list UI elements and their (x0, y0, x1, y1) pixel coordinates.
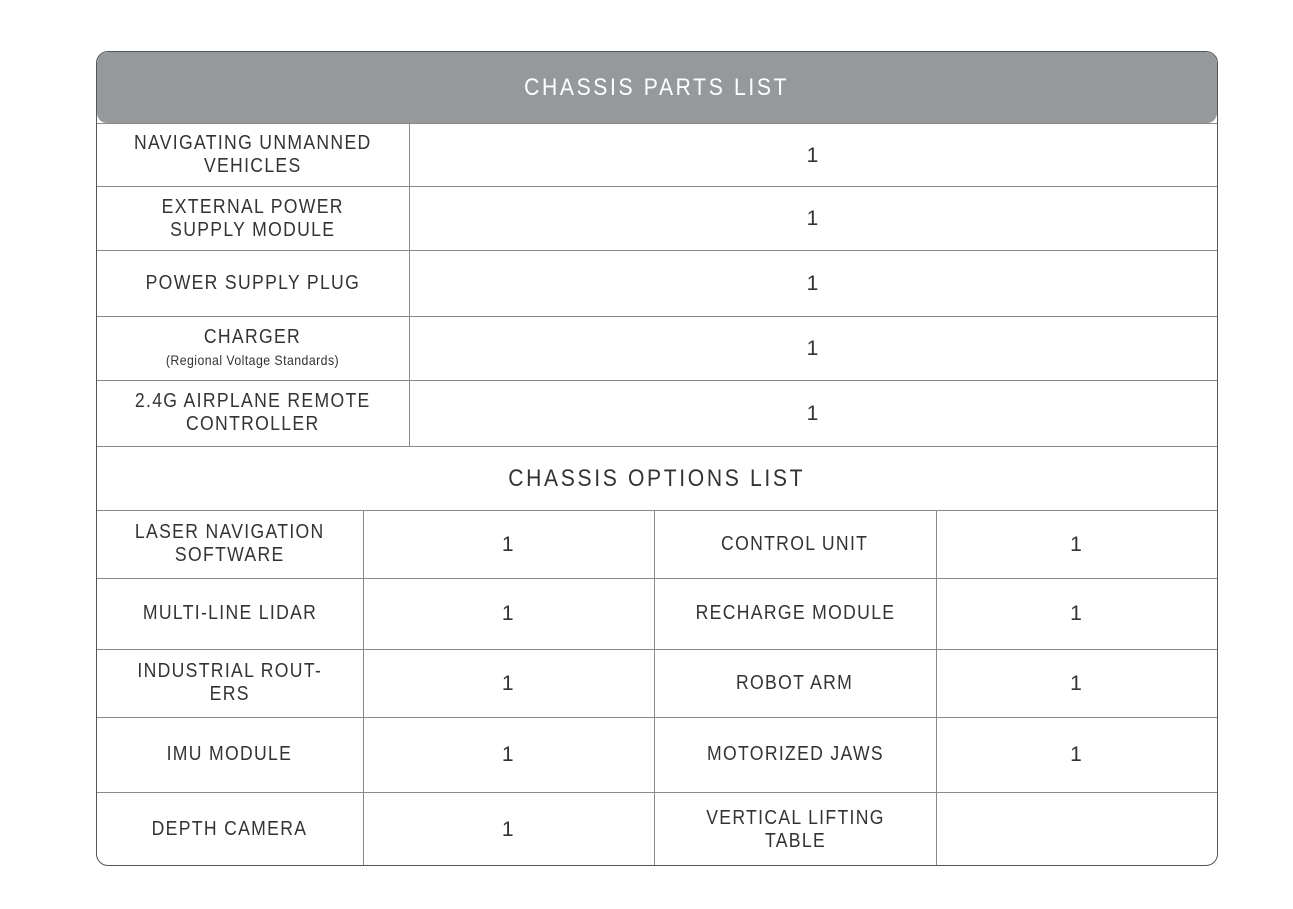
table-title-text: CHASSIS PARTS LIST (524, 73, 790, 101)
part-qty: 1 (408, 380, 1217, 446)
part-row: 2.4G AIRPLANE REMOTE CONTROLLER 1 (97, 380, 1217, 446)
option-name: LASER NAVIGATION SOFTWARE (97, 509, 364, 579)
options-table: CHASSIS OPTIONS LIST LASER NAVIGATION SO… (97, 445, 1217, 865)
part-name: EXTERNAL POWER SUPPLY MODULE (97, 186, 410, 251)
part-name-text: NAVIGATING UNMANNED VEHICLES (133, 132, 372, 177)
option-name: MULTI-LINE LIDAR (97, 577, 364, 650)
option-row: IMU MODULE 1 MOTORIZED JAWS 1 (97, 716, 1217, 793)
part-qty: 1 (408, 316, 1217, 381)
parts-list-table: CHASSIS PARTS LIST NAVIGATING UNMANNED V… (96, 51, 1218, 866)
part-qty: 1 (408, 250, 1217, 317)
table-title: CHASSIS PARTS LIST (97, 52, 1217, 123)
part-name: POWER SUPPLY PLUG (97, 250, 410, 317)
option-qty: 1 (362, 716, 655, 793)
part-row: POWER SUPPLY PLUG 1 (97, 250, 1217, 317)
option-row: MULTI-LINE LIDAR 1 RECHARGE MODULE 1 (97, 577, 1217, 650)
option-name: MOTORIZED JAWS (653, 716, 937, 793)
part-qty: 1 (408, 123, 1217, 187)
option-qty: 1 (935, 648, 1217, 718)
option-name: DEPTH CAMERA (97, 791, 364, 865)
option-qty: 1 (935, 509, 1217, 579)
part-name-text: POWER SUPPLY PLUG (145, 272, 360, 294)
option-qty: 1 (935, 577, 1217, 650)
option-name: INDUSTRIAL ROUT-ERS (97, 648, 364, 718)
part-name-text: CHARGER (204, 325, 302, 348)
option-name: ROBOT ARM (653, 648, 937, 718)
part-row: EXTERNAL POWER SUPPLY MODULE 1 (97, 186, 1217, 251)
part-note: (Regional Voltage Standards) (166, 351, 340, 368)
parts-table: NAVIGATING UNMANNED VEHICLES 1 EXTERNAL PO… (97, 123, 1217, 446)
part-name: 2.4G AIRPLANE REMOTE CONTROLLER (97, 380, 410, 446)
part-name-text: 2.4G AIRPLANE REMOTE CONTROLLER (134, 390, 371, 436)
option-name: IMU MODULE (97, 716, 364, 793)
option-name: VERTICAL LIFTING TABLE (653, 791, 937, 865)
option-name: RECHARGE MODULE (653, 577, 937, 650)
option-qty: 1 (362, 648, 655, 718)
option-row: DEPTH CAMERA 1 VERTICAL LIFTING TABLE (97, 791, 1217, 865)
options-title-text: CHASSIS OPTIONS LIST (508, 464, 806, 492)
option-qty: 1 (362, 791, 655, 865)
option-qty: 1 (362, 577, 655, 650)
option-qty: 1 (362, 509, 655, 579)
part-row: CHARGER (Regional Voltage Standards) 1 (97, 316, 1217, 381)
part-row: NAVIGATING UNMANNED VEHICLES 1 (97, 123, 1217, 187)
part-name: NAVIGATING UNMANNED VEHICLES (97, 123, 410, 187)
part-name-text: EXTERNAL POWER SUPPLY MODULE (161, 195, 344, 241)
option-qty (935, 791, 1217, 865)
option-name: CONTROL UNIT (653, 509, 937, 579)
option-qty: 1 (935, 716, 1217, 793)
part-qty: 1 (408, 186, 1217, 251)
option-row: INDUSTRIAL ROUT-ERS 1 ROBOT ARM 1 (97, 648, 1217, 718)
options-title: CHASSIS OPTIONS LIST (97, 445, 1217, 511)
option-row: LASER NAVIGATION SOFTWARE 1 CONTROL UNIT 1 (97, 509, 1217, 579)
part-name: CHARGER (Regional Voltage Standards) (97, 316, 410, 381)
